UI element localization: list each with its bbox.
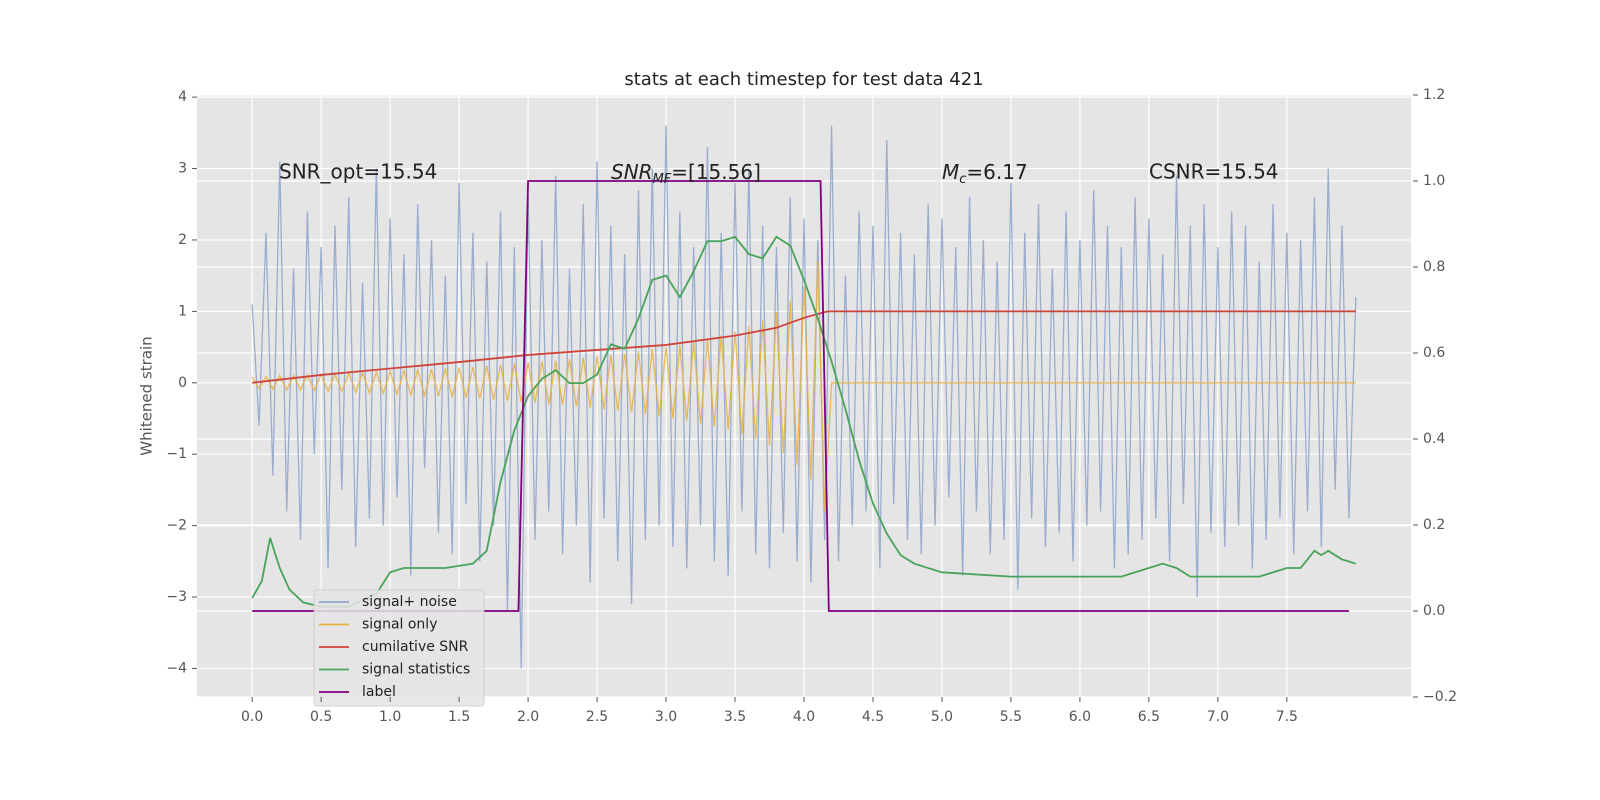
y2-tick-label: 0.6 (1423, 345, 1445, 361)
legend-label: signal+ noise (362, 594, 457, 610)
y-tick-label: −3 (166, 589, 187, 605)
legend-box (313, 589, 485, 707)
annotation-part: =[15.56] (671, 160, 761, 184)
x-tick-label: 5.0 (931, 709, 953, 725)
x-tick-label: 2.0 (517, 709, 539, 725)
series-line (251, 235, 1357, 608)
y2-tick-label: 1.2 (1423, 87, 1445, 103)
y2-tick-label: 0.0 (1423, 603, 1445, 619)
x-tick-label: 1.5 (448, 709, 470, 725)
y2-tick-label: 1.0 (1423, 173, 1445, 189)
annotation-part: MF (653, 172, 672, 187)
legend-label: cumilative SNR (362, 639, 469, 655)
legend-label: label (362, 684, 396, 700)
y2-tick-label: 0.2 (1423, 517, 1445, 533)
y-tick-label: −2 (166, 518, 187, 534)
legend: signal+ noise signal only cumilative SNR si… (313, 589, 485, 707)
y-tick-label: 0 (178, 375, 187, 391)
y-tick-label: −4 (166, 660, 187, 676)
y-axis-label: Whitened strain (138, 336, 156, 455)
x-tick-label: 7.5 (1276, 709, 1298, 725)
x-tick-label: 6.5 (1138, 709, 1160, 725)
y-tick-label: 3 (178, 161, 187, 177)
legend-label: signal only (362, 617, 437, 633)
x-tick-label: 4.0 (793, 709, 815, 725)
annotation: Mc=6.17 (942, 160, 1028, 187)
x-tick-label: 5.5 (1000, 709, 1022, 725)
x-tick-label: 3.0 (655, 709, 677, 725)
series-line (251, 261, 1356, 512)
grid (197, 94, 1411, 698)
annotation-part: M (942, 160, 959, 184)
x-tick-label: 3.5 (724, 709, 746, 725)
x-tick-label: 4.5 (862, 709, 884, 725)
y2-tick-label: −0.2 (1423, 689, 1457, 705)
annotation: SNR_opt=15.54 (279, 160, 437, 184)
x-tick-label: 7.0 (1207, 709, 1229, 725)
y-tick-label: −1 (166, 446, 187, 462)
series-line (251, 125, 1357, 669)
y-tick-label: 4 (178, 89, 187, 105)
annotation-part: =6.17 (966, 160, 1027, 184)
x-tick-label: 1.0 (379, 709, 401, 725)
y-tick-label: 1 (178, 303, 187, 319)
annotation: CSNR=15.54 (1149, 160, 1279, 184)
x-tick-label: 0.5 (310, 709, 332, 725)
y2-tick-label: 0.4 (1423, 431, 1445, 447)
x-tick-label: 0.0 (241, 709, 263, 725)
annotation: SNRMF=[15.56] (611, 160, 761, 187)
x-tick-label: 6.0 (1069, 709, 1091, 725)
chart-title: stats at each timestep for test data 421 (624, 69, 983, 90)
y-tick-label: 2 (178, 232, 187, 248)
series-line (252, 310, 1356, 384)
legend-label: signal statistics (362, 662, 470, 678)
x-tick-label: 2.5 (586, 709, 608, 725)
annotation-part: SNR (611, 160, 653, 184)
annotation-part: c (959, 172, 966, 187)
y2-tick-label: 0.8 (1423, 259, 1445, 275)
